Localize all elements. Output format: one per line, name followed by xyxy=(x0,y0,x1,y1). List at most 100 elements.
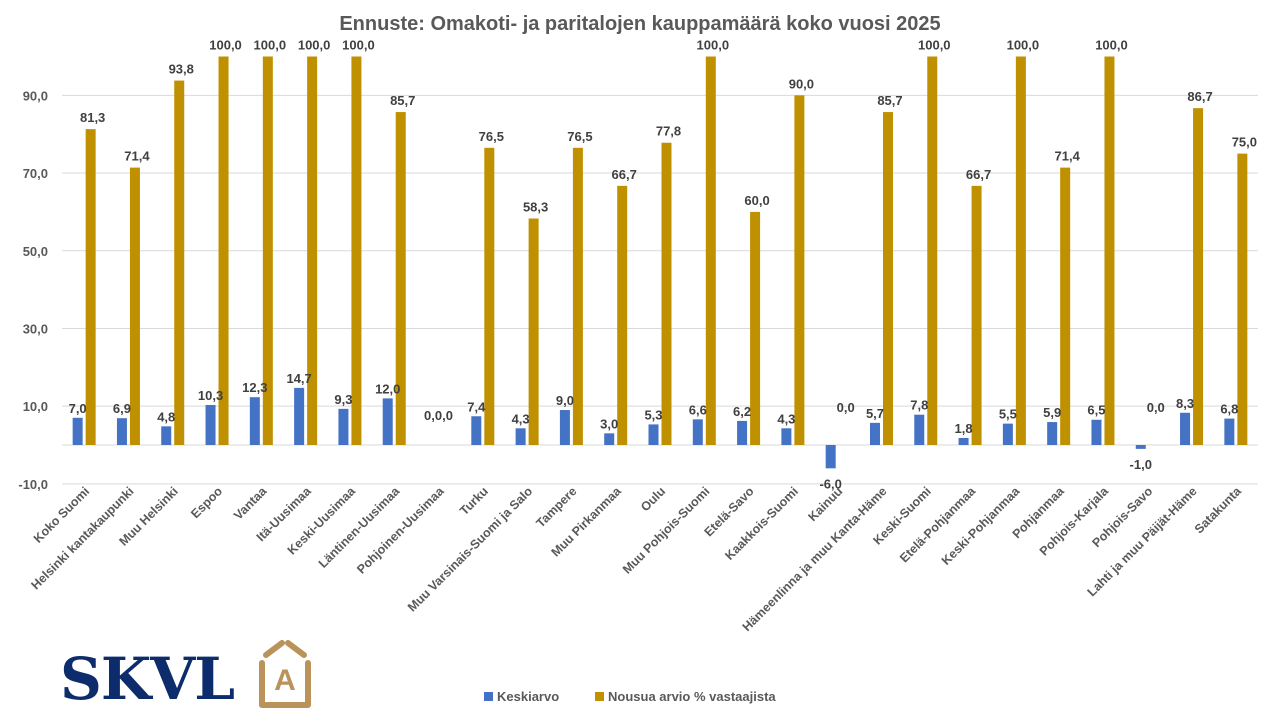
data-label-keskiarvo: 6,5 xyxy=(1087,403,1105,418)
bar-keskiarvo xyxy=(116,418,127,445)
bar-keskiarvo xyxy=(205,404,216,445)
data-label-nousua: 76,5 xyxy=(479,129,504,144)
data-label-keskiarvo: 5,3 xyxy=(644,407,662,422)
data-label-keskiarvo: 5,7 xyxy=(866,406,884,421)
legend-label-keskiarvo: Keskiarvo xyxy=(497,689,559,704)
data-label-nousua: 100,0 xyxy=(209,38,242,53)
bar-nousua xyxy=(661,142,672,445)
data-label-nousua: 100,0 xyxy=(254,38,287,53)
data-label-nousua: 71,4 xyxy=(124,149,150,164)
bar-nousua xyxy=(307,56,318,445)
bar-keskiarvo xyxy=(382,398,393,445)
bar-keskiarvo xyxy=(914,414,925,445)
bar-keskiarvo xyxy=(1047,422,1058,445)
x-tick-label: Muu Pohjois-Suomi xyxy=(620,484,712,576)
data-label-keskiarvo: -6,0 xyxy=(819,476,841,491)
x-tick-label: Läntinen-Uusimaa xyxy=(316,483,403,570)
bar-keskiarvo xyxy=(559,410,570,445)
bar-keskiarvo xyxy=(1135,445,1146,449)
bar-nousua xyxy=(218,56,229,445)
bar-keskiarvo xyxy=(471,416,482,445)
data-label-keskiarvo: 7,8 xyxy=(910,398,928,413)
x-tick-label: Pohjoinen-Uusimaa xyxy=(354,483,447,576)
x-tick-label: Etelä-Pohjanmaa xyxy=(897,483,979,565)
data-label-nousua: 0,0 xyxy=(1147,400,1165,415)
bar-keskiarvo xyxy=(781,428,792,445)
data-label-nousua: 100,0 xyxy=(342,38,375,53)
data-label-keskiarvo: 12,0 xyxy=(375,381,400,396)
bar-nousua xyxy=(794,95,805,445)
bar-nousua xyxy=(85,129,96,445)
bar-nousua xyxy=(528,218,539,445)
bar-nousua xyxy=(484,147,495,446)
bar-nousua xyxy=(1015,56,1026,445)
bar-keskiarvo xyxy=(161,426,172,445)
data-labels: 7,0 81,3 6,9 71,4 4,8 93,8 10,3 100,0 12,3 100,0 1… xyxy=(69,38,1257,492)
bar-nousua xyxy=(129,167,140,445)
x-tick-label: Vantaa xyxy=(231,483,270,522)
data-label-nousua: 60,0 xyxy=(744,193,769,208)
legend-item-keskiarvo[interactable]: Keskiarvo xyxy=(484,689,559,704)
bar-keskiarvo xyxy=(338,408,349,445)
bar-keskiarvo xyxy=(1180,412,1191,445)
data-label-keskiarvo: 6,8 xyxy=(1220,402,1238,417)
data-label-keskiarvo: 4,3 xyxy=(777,411,795,426)
data-label-nousua: 86,7 xyxy=(1187,89,1212,104)
bar-keskiarvo xyxy=(648,424,659,445)
data-label-nousua: 81,3 xyxy=(80,110,105,125)
data-label-nousua: 90,0 xyxy=(789,76,814,91)
chart-title: Ennuste: Omakoti- ja paritalojen kauppam… xyxy=(339,13,940,35)
bar-nousua xyxy=(882,112,893,446)
data-label-nousua: 93,8 xyxy=(169,62,194,77)
y-tick-label: 30,0 xyxy=(23,321,48,336)
gridlines xyxy=(62,94,1258,485)
data-label-nousua: 100,0 xyxy=(697,38,730,53)
data-label-nousua: 85,7 xyxy=(877,93,902,108)
data-label-keskiarvo: 4,3 xyxy=(512,411,530,426)
legend: Keskiarvo Nousua arvio % vastaajista xyxy=(484,689,776,704)
data-label-nousua: 66,7 xyxy=(966,167,991,182)
y-tick-label: -10,0 xyxy=(18,477,48,492)
data-label-keskiarvo: 10,3 xyxy=(198,388,223,403)
data-label-keskiarvo: 7,0 xyxy=(69,401,87,416)
y-tick-label: 70,0 xyxy=(23,166,48,181)
y-tick-label: 50,0 xyxy=(23,244,48,259)
bar-nousua xyxy=(174,80,185,445)
x-tick-label: Turku xyxy=(457,484,491,518)
data-label-nousua: 76,5 xyxy=(567,129,592,144)
data-label-nousua: 100,0 xyxy=(1007,38,1040,53)
data-label-keskiarvo: 3,0 xyxy=(600,416,618,431)
bar-keskiarvo xyxy=(515,428,526,445)
bar-keskiarvo xyxy=(825,445,836,469)
data-label-nousua: 100,0 xyxy=(1095,38,1128,53)
bar-nousua xyxy=(1237,153,1248,445)
legend-label-nousua: Nousua arvio % vastaajista xyxy=(608,689,776,704)
data-label-keskiarvo: 9,3 xyxy=(334,392,352,407)
bar-keskiarvo xyxy=(1091,419,1102,445)
logo-text: SKVL xyxy=(60,645,234,713)
bar-keskiarvo xyxy=(1002,423,1013,445)
legend-swatch-nousua xyxy=(595,692,604,701)
data-label-keskiarvo: 5,9 xyxy=(1043,405,1061,420)
bar-nousua xyxy=(617,185,628,446)
bar-keskiarvo xyxy=(692,419,703,445)
bar-nousua xyxy=(351,56,362,445)
data-label-keskiarvo: 1,8 xyxy=(955,421,973,436)
data-label-keskiarvo: 6,6 xyxy=(689,402,707,417)
bar-keskiarvo xyxy=(1224,418,1235,445)
bar-nousua xyxy=(1060,167,1071,445)
data-label-keskiarvo: 7,4 xyxy=(467,399,486,414)
skvl-logo: SKVL A xyxy=(60,640,311,713)
legend-item-nousua[interactable]: Nousua arvio % vastaajista xyxy=(595,689,776,704)
data-label-nousua: 75,0 xyxy=(1232,135,1257,150)
bar-keskiarvo xyxy=(604,433,615,445)
bar-keskiarvo xyxy=(869,422,880,445)
house-a-icon: A xyxy=(259,640,311,708)
data-label-keskiarvo: 5,5 xyxy=(999,407,1017,422)
y-axis: -10,0 10,0 30,0 50,0 70,0 90,0 xyxy=(18,88,48,492)
data-label-nousua: 0,0 xyxy=(837,400,855,415)
x-tick-label: Satakunta xyxy=(1192,483,1245,536)
bar-nousua xyxy=(705,56,716,445)
